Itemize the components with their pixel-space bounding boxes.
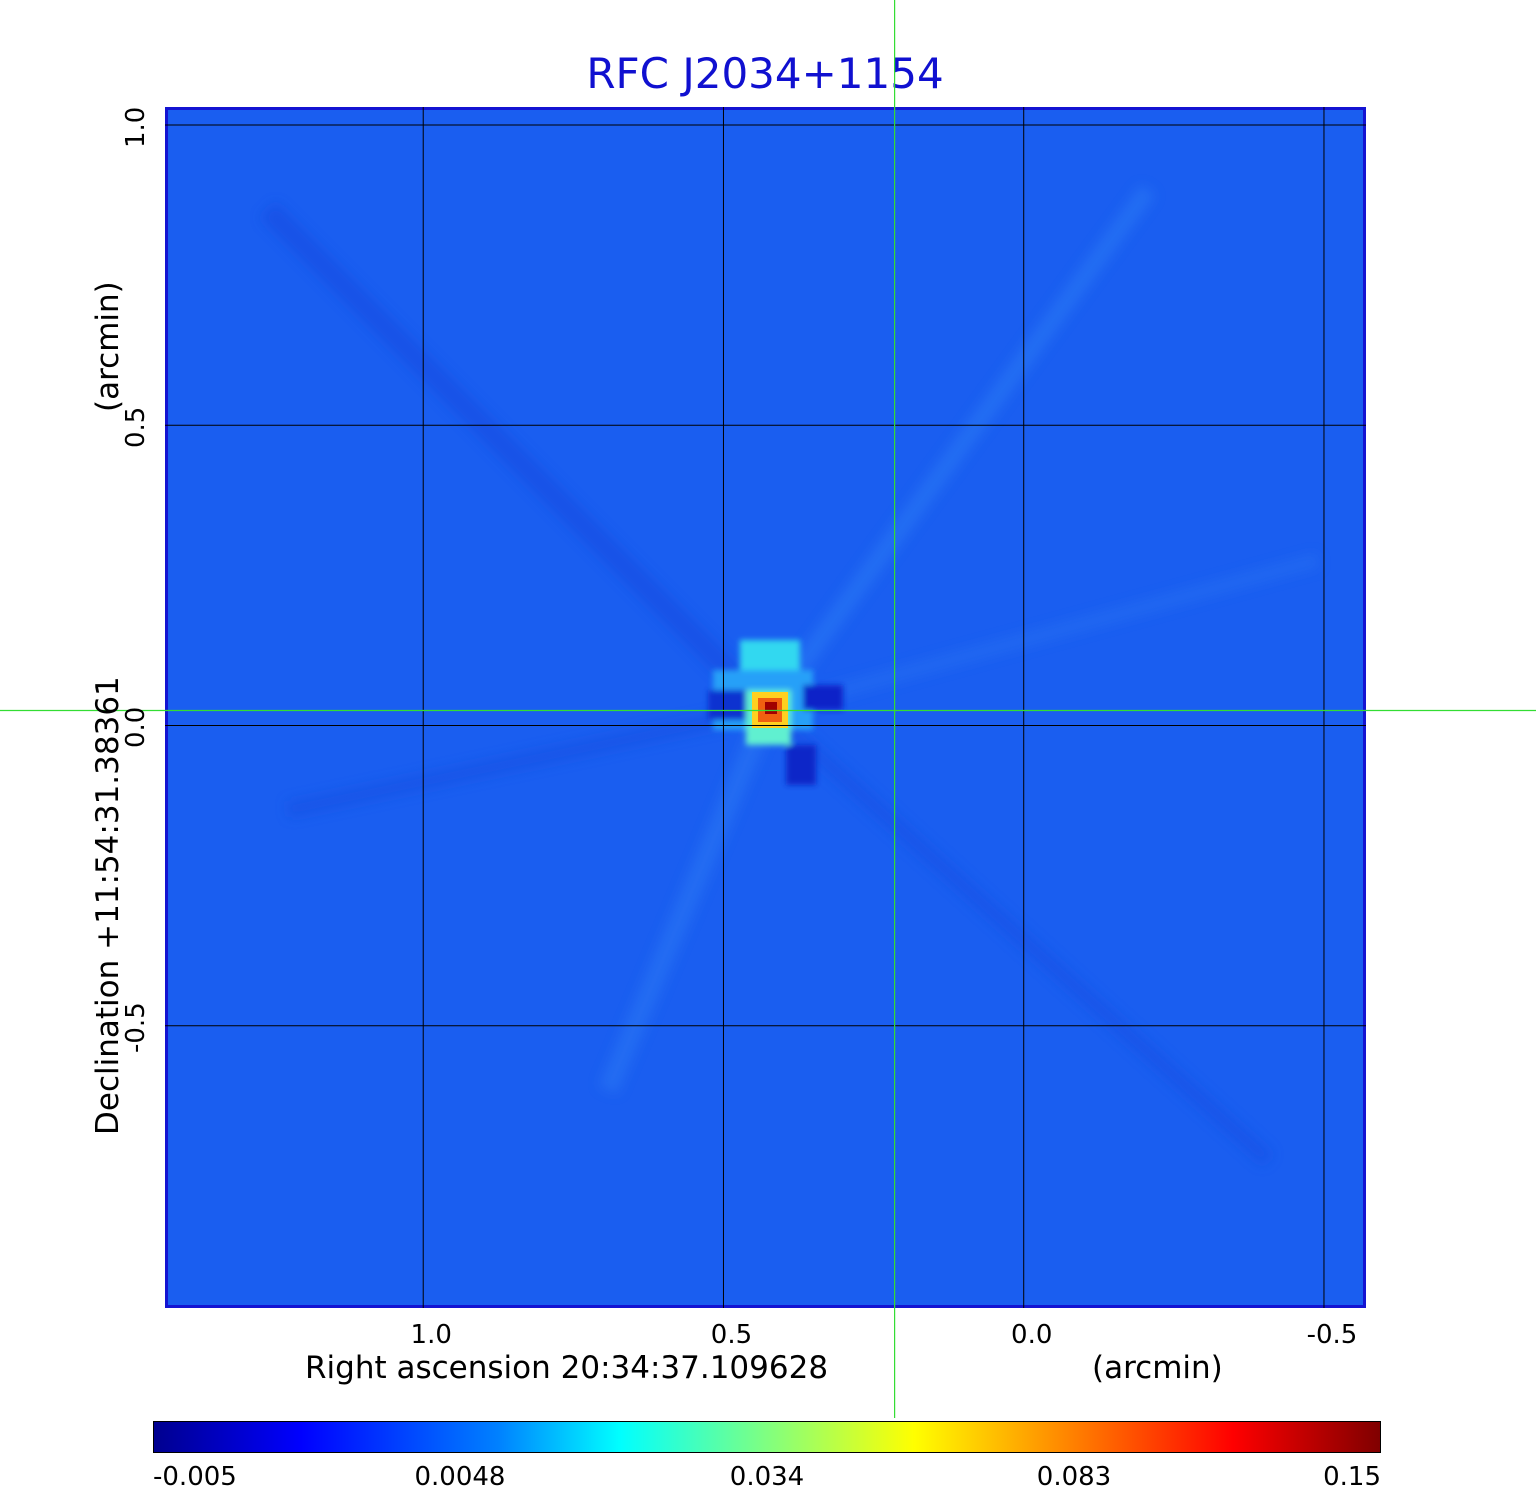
y-tick-label: 1.0 — [121, 106, 151, 148]
y-axis-label: Declination +11:54:31.38361 — [90, 676, 126, 1135]
colorbar-tick-label: -0.005 — [153, 1462, 237, 1492]
chart-title: RFC J2034+1154 — [586, 49, 944, 98]
y-axis-unit: (arcmin) — [90, 281, 126, 412]
colorbar-tick-label: 0.083 — [1036, 1462, 1112, 1492]
image-plot-area — [165, 107, 1366, 1308]
colorbar-tick-label: 0.0048 — [414, 1462, 506, 1492]
colorbar-tick-label: 0.034 — [729, 1462, 805, 1492]
y-tick-label: 0.5 — [121, 406, 151, 448]
colorbar-tick-label: 0.15 — [1323, 1462, 1381, 1492]
x-tick-label: 1.0 — [410, 1320, 452, 1350]
sidelobe-streaks — [260, 184, 1320, 1166]
colorbar — [153, 1421, 1381, 1453]
intensity-map — [168, 110, 1363, 1305]
x-tick-label: 0.5 — [710, 1320, 753, 1350]
x-axis-label: Right ascension 20:34:37.109628 — [305, 1350, 829, 1386]
source-core — [752, 692, 788, 728]
x-tick-label: -0.5 — [1306, 1320, 1358, 1350]
x-axis-unit: (arcmin) — [1092, 1350, 1223, 1386]
x-tick-label: 0.0 — [1011, 1320, 1053, 1350]
